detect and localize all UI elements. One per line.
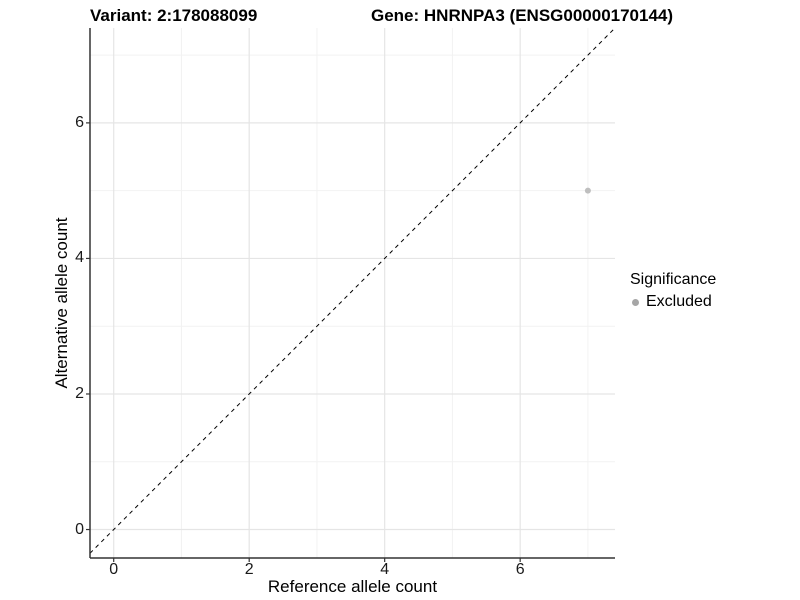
variant-title: Variant: 2:178088099 [90,6,258,25]
x-tick-label: 6 [515,561,525,578]
x-tick-label: 0 [109,561,119,578]
y-tick-label: 2 [75,384,84,402]
x-tick-label: 2 [244,561,254,578]
y-tick-label: 0 [75,520,84,538]
legend: Significance Excluded [630,271,716,311]
y-tick-label: 4 [75,249,84,267]
legend-item-label: Excluded [646,293,712,310]
legend-title: Significance [630,271,717,288]
legend-point-icon [632,298,639,306]
y-tick-label: 6 [75,113,84,131]
x-axis-label: Reference allele count [267,577,438,596]
identity-reference-line [89,27,616,554]
legend-item-excluded: Excluded [630,293,716,311]
gene-title: Gene: HNRNPA3 (ENSG00000170144) [371,6,674,25]
data-point [584,187,591,194]
x-tick-label: 4 [380,561,390,578]
